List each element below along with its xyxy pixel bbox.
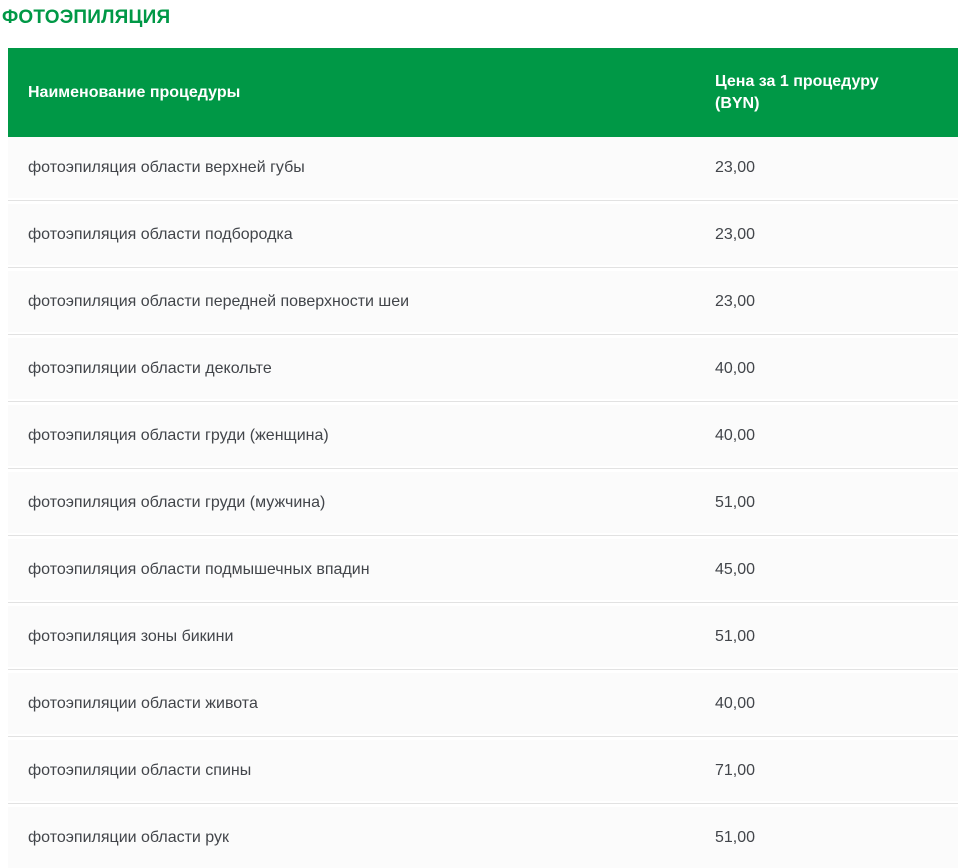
row-name-cell: фотоэпиляция области груди (женщина) [28,426,329,444]
table-row: фотоэпиляция области груди (женщина) 40,… [8,401,958,466]
row-name-cell: фотоэпиляция зоны бикини [28,627,234,645]
row-name-cell: фотоэпиляция области подбородка [28,225,293,243]
column-header-name: Наименование процедуры [28,83,241,101]
row-price-cell: 51,00 [715,627,756,645]
row-price-cell: 40,00 [715,426,756,444]
price-table: Наименование процедуры Цена за 1 процеду… [8,48,958,868]
row-price-cell: 45,00 [715,560,756,578]
row-price-cell: 51,00 [715,493,756,511]
table-row: фотоэпиляция области груди (мужчина) 51,… [8,468,958,533]
row-name-cell: фотоэпиляции области живота [28,694,258,712]
row-name-cell: фотоэпиляция области подмышечных впадин [28,560,370,578]
row-price-cell: 51,00 [715,828,756,846]
row-name-cell: фотоэпиляции области спины [28,761,252,779]
row-price-cell: 40,00 [715,359,756,377]
row-name-cell: фотоэпиляция области передней поверхност… [28,292,410,310]
row-price-cell: 23,00 [715,225,756,243]
row-name-cell: фотоэпиляция области груди (мужчина) [28,493,326,511]
table-row: фотоэпиляции области декольте 40,00 [8,334,958,399]
row-price-cell: 23,00 [715,292,756,310]
row-price-cell: 23,00 [715,158,756,176]
table-row: фотоэпиляция области передней поверхност… [8,267,958,332]
table-row: фотоэпиляции области рук 51,00 [8,803,958,868]
row-name-cell: фотоэпиляции области декольте [28,359,272,377]
table-row: фотоэпиляция области верхней губы 23,00 [8,137,958,198]
column-header-price: Цена за 1 процедуру (BYN) [715,72,879,112]
table-body: фотоэпиляция области верхней губы 23,00 … [8,137,958,868]
row-price-cell: 71,00 [715,761,756,779]
table-row: фотоэпиляция области подмышечных впадин … [8,535,958,600]
table-row: фотоэпиляции области спины 71,00 [8,736,958,801]
table-row: фотоэпиляция зоны бикини 51,00 [8,602,958,667]
row-name-cell: фотоэпиляция области верхней губы [28,158,305,176]
table-header: Наименование процедуры Цена за 1 процеду… [8,48,958,137]
page-title: ФОТОЭПИЛЯЦИЯ [2,7,171,28]
table-row: фотоэпиляция области подбородка 23,00 [8,200,958,265]
row-name-cell: фотоэпиляции области рук [28,828,230,846]
row-price-cell: 40,00 [715,694,756,712]
table-row: фотоэпиляции области живота 40,00 [8,669,958,734]
